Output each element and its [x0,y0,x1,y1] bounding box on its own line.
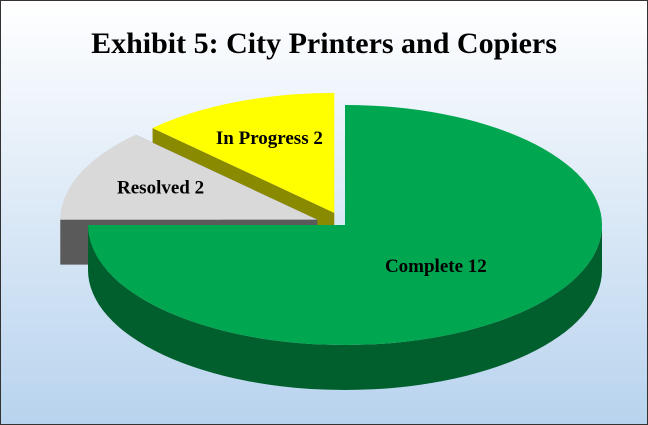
data-label: Complete 12 [385,256,487,277]
slice [152,92,335,213]
chart-title: Exhibit 5: City Printers and Copiers [91,27,557,60]
slice [88,105,602,345]
slice-side [88,225,602,390]
data-label: In Progress 2 [216,128,323,149]
pie: Complete 12 Resolved 2 In Progress 2 [60,92,602,390]
data-label: Resolved 2 [117,178,204,199]
slice [60,134,318,220]
